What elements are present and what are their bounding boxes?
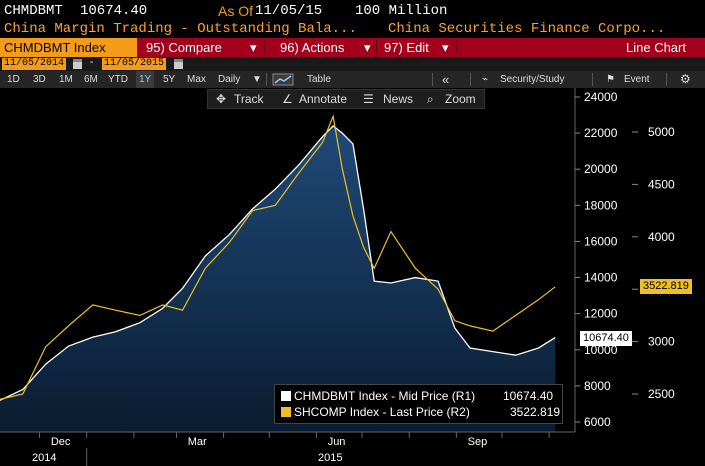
chart-canvas[interactable]: 24000 22000 20000 18000 16000 14000 12000 10000… xyxy=(0,88,705,466)
actions-dropdown-icon[interactable]: ▾ xyxy=(364,40,371,55)
function-menubar: CHMDBMT Index 95) Compare ▾ 96) Actions … xyxy=(0,38,705,57)
legend-label: SHCOMP Index - Last Price (R2) xyxy=(294,405,470,419)
units-label: 100 Million xyxy=(355,3,448,19)
left-axis-label: 18000 xyxy=(584,198,618,212)
period-max-button[interactable]: Max xyxy=(187,74,206,85)
annotate-icon[interactable]: ∠ xyxy=(282,92,293,106)
legend-value: 10674.40 xyxy=(503,389,554,403)
chmdbmt-last-tag: 10674.40 xyxy=(580,331,632,346)
legend-item[interactable]: CHMDBMT Index - Mid Price (R1) 10674.40 xyxy=(281,389,553,403)
toolbar-divider xyxy=(432,73,433,86)
period-1d-button[interactable]: 1D xyxy=(7,74,20,85)
line-chart-icon-glyph xyxy=(272,73,294,86)
ticker-input-button[interactable]: CHMDBMT Index xyxy=(0,38,137,57)
chart-panel[interactable]: 24000 22000 20000 18000 16000 14000 12000 10000… xyxy=(0,88,705,466)
calendar-icon[interactable] xyxy=(174,59,183,69)
left-axis-label: 6000 xyxy=(584,415,611,429)
date-range-dash: - xyxy=(90,57,94,68)
period-3d-button[interactable]: 3D xyxy=(33,74,46,85)
left-axis-label: 22000 xyxy=(584,126,618,140)
zoom-button[interactable]: Zoom xyxy=(445,92,476,106)
toolbar-divider xyxy=(470,73,471,86)
zoom-icon[interactable]: ⌕ xyxy=(427,92,434,106)
toolbar-divider xyxy=(266,73,267,86)
actions-button[interactable]: 96) Actions xyxy=(280,40,345,55)
legend-item[interactable]: SHCOMP Index - Last Price (R2) 3522.819 xyxy=(281,405,560,419)
period-1m-button[interactable]: 1M xyxy=(59,74,73,85)
security-source: China Securities Finance Corpo... xyxy=(388,21,666,37)
event-button[interactable]: Event xyxy=(624,74,650,85)
x-axis-year-label: 2015 xyxy=(318,452,342,464)
shcomp-last-tag: 3522.819 xyxy=(640,279,692,294)
toolbar-divider xyxy=(666,73,667,86)
end-date-field[interactable]: 11/05/2015 xyxy=(102,58,167,70)
annotate-button[interactable]: Annotate xyxy=(299,92,348,106)
compare-dropdown-icon[interactable]: ▾ xyxy=(250,40,257,55)
x-axis-month-label: Jun xyxy=(328,436,346,448)
news-icon[interactable]: ☰ xyxy=(363,92,374,106)
asof-date: 11/05/15 xyxy=(255,3,323,19)
ticker-label: CHMDBMT xyxy=(4,3,63,19)
chart-legend[interactable]: CHMDBMT Index - Mid Price (R1) 10674.40 … xyxy=(274,384,563,424)
period-5y-button[interactable]: 5Y xyxy=(163,74,176,85)
legend-swatch xyxy=(281,391,291,401)
left-axis-label: 24000 xyxy=(584,90,618,104)
security-description: China Margin Trading - Outstanding Bala.… xyxy=(4,21,357,37)
chart-toolbar: 1D 3D 1M 6M YTD 1Y 5Y Max Daily ▼ Table … xyxy=(0,71,705,88)
legend-label: CHMDBMT Index - Mid Price (R1) xyxy=(294,389,476,403)
left-axis-label: 8000 xyxy=(584,379,611,393)
last-value: 10674.40 xyxy=(80,3,148,19)
table-button[interactable]: Table xyxy=(307,74,331,85)
x-axis-year-label: 2014 xyxy=(32,452,56,464)
start-date-field[interactable]: 11/05/2014 xyxy=(2,58,67,70)
x-axis-month-label: Dec xyxy=(51,436,71,448)
right-axis-label: 5000 xyxy=(648,125,675,139)
menu-divider xyxy=(376,40,377,55)
right-axis-label: 4000 xyxy=(648,230,675,244)
chart-tools-strip: ✥ Track ∠ Annotate ☰ News ⌕ Zoom xyxy=(207,89,485,109)
event-flag-icon[interactable]: ⚑ xyxy=(606,74,615,85)
right-axis-label: 4500 xyxy=(648,177,675,191)
toolbar-divider xyxy=(592,73,593,86)
menu-divider xyxy=(456,40,457,55)
news-button[interactable]: News xyxy=(383,92,414,106)
chart-type-label[interactable]: Line Chart xyxy=(626,40,686,55)
security-study-icon[interactable]: ⌁ xyxy=(482,74,489,85)
calendar-icon[interactable] xyxy=(73,59,82,69)
asof-label: As Of xyxy=(218,3,254,19)
x-axis-month-label: Mar xyxy=(188,436,207,448)
security-study-button[interactable]: Security/Study xyxy=(500,74,565,85)
left-axis-label: 16000 xyxy=(584,234,618,248)
frequency-select[interactable]: Daily xyxy=(218,74,241,85)
period-6m-button[interactable]: 6M xyxy=(84,74,98,85)
back-button[interactable]: « xyxy=(442,72,450,87)
right-axis-label: 2500 xyxy=(648,387,675,401)
settings-gear-icon[interactable]: ⚙ xyxy=(680,72,691,86)
period-ytd-button[interactable]: YTD xyxy=(108,74,128,85)
compare-button[interactable]: 95) Compare xyxy=(146,40,222,55)
date-range-bar: 11/05/2014 - 11/05/2015 xyxy=(0,57,705,71)
left-axis-label: 10000 xyxy=(584,343,618,357)
legend-swatch xyxy=(281,407,291,417)
left-axis-label: 14000 xyxy=(584,271,618,285)
security-header: CHMDBMT 10674.40 As Of 11/05/15 100 Mill… xyxy=(0,0,705,21)
line-chart-icon[interactable] xyxy=(272,71,294,88)
legend-value: 3522.819 xyxy=(510,405,561,419)
security-description-row: China Margin Trading - Outstanding Bala.… xyxy=(0,21,705,38)
menu-divider xyxy=(264,40,265,55)
left-axis-label: 12000 xyxy=(584,307,618,321)
track-icon[interactable]: ✥ xyxy=(216,92,227,106)
track-button[interactable]: Track xyxy=(234,92,264,106)
right-axis-label: 3000 xyxy=(648,335,675,349)
period-1y-button[interactable]: 1Y xyxy=(136,71,155,88)
edit-dropdown-icon[interactable]: ▾ xyxy=(442,40,449,55)
left-axis-label: 20000 xyxy=(584,162,618,176)
chmdbmt-area xyxy=(0,125,556,433)
x-axis-month-label: Sep xyxy=(468,436,488,448)
frequency-dropdown-icon[interactable]: ▼ xyxy=(252,74,262,85)
edit-button[interactable]: 97) Edit xyxy=(384,40,429,55)
